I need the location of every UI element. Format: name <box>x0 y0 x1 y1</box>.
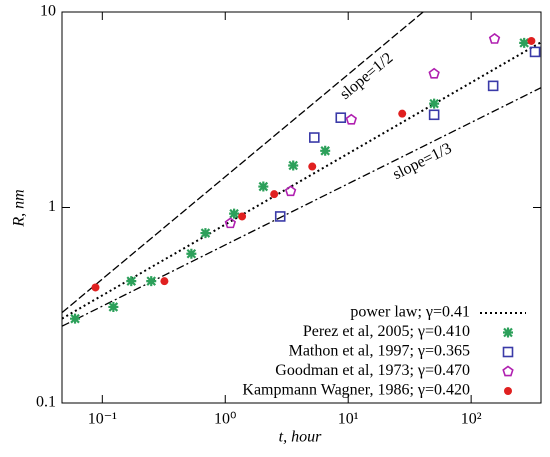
marker <box>224 217 237 229</box>
marker <box>308 162 317 171</box>
marker <box>91 283 100 292</box>
x-axis-label: t, hour <box>279 429 322 446</box>
fit-line <box>61 87 542 327</box>
legend-label: Goodman et al, 1973; γ=0.470 <box>275 362 470 379</box>
y-tick-label: 0.1 <box>36 394 56 411</box>
marker <box>274 211 286 222</box>
marker <box>238 212 247 221</box>
fit-line <box>61 11 424 314</box>
marker <box>398 109 407 118</box>
marker <box>428 67 440 79</box>
legend-label: power law; γ=0.41 <box>350 304 470 321</box>
x-tick-label: 10² <box>461 411 482 428</box>
y-tick-label: 1 <box>48 198 56 215</box>
marker <box>309 132 320 143</box>
marker <box>70 313 81 324</box>
legend-label: Kampmann Wagner, 1986; γ=0.420 <box>242 382 470 399</box>
marker <box>126 276 137 287</box>
marker <box>258 181 269 192</box>
legend-swatch <box>502 365 514 377</box>
x-tick-label: 10⁰ <box>214 411 236 428</box>
marker <box>527 36 536 45</box>
marker <box>488 32 501 44</box>
marker <box>487 80 499 92</box>
y-tick-label: 10 <box>40 3 56 20</box>
x-tick-label: 10⁻¹ <box>88 411 117 428</box>
marker <box>345 113 358 125</box>
marker <box>335 112 347 123</box>
marker <box>270 190 279 199</box>
x-tick-label: 10¹ <box>338 411 359 428</box>
marker <box>200 228 211 239</box>
marker <box>284 185 297 197</box>
marker <box>229 208 240 219</box>
marker <box>529 46 541 58</box>
marker <box>428 109 440 121</box>
legend-swatch <box>504 387 512 395</box>
marker <box>186 248 197 259</box>
marker <box>288 160 299 171</box>
marker <box>320 145 331 156</box>
marker <box>160 277 169 286</box>
fit-line <box>61 41 542 320</box>
legend-swatch <box>502 346 514 358</box>
marker <box>519 37 530 48</box>
marker <box>146 276 157 287</box>
legend-label: Mathon et al, 1997; γ=0.365 <box>289 343 470 360</box>
marker <box>108 301 119 312</box>
legend-swatch <box>503 327 513 338</box>
y-axis-label: R, nm <box>11 189 28 227</box>
marker <box>429 98 440 109</box>
legend-label: Perez et al, 2005; γ=0.410 <box>303 323 470 340</box>
